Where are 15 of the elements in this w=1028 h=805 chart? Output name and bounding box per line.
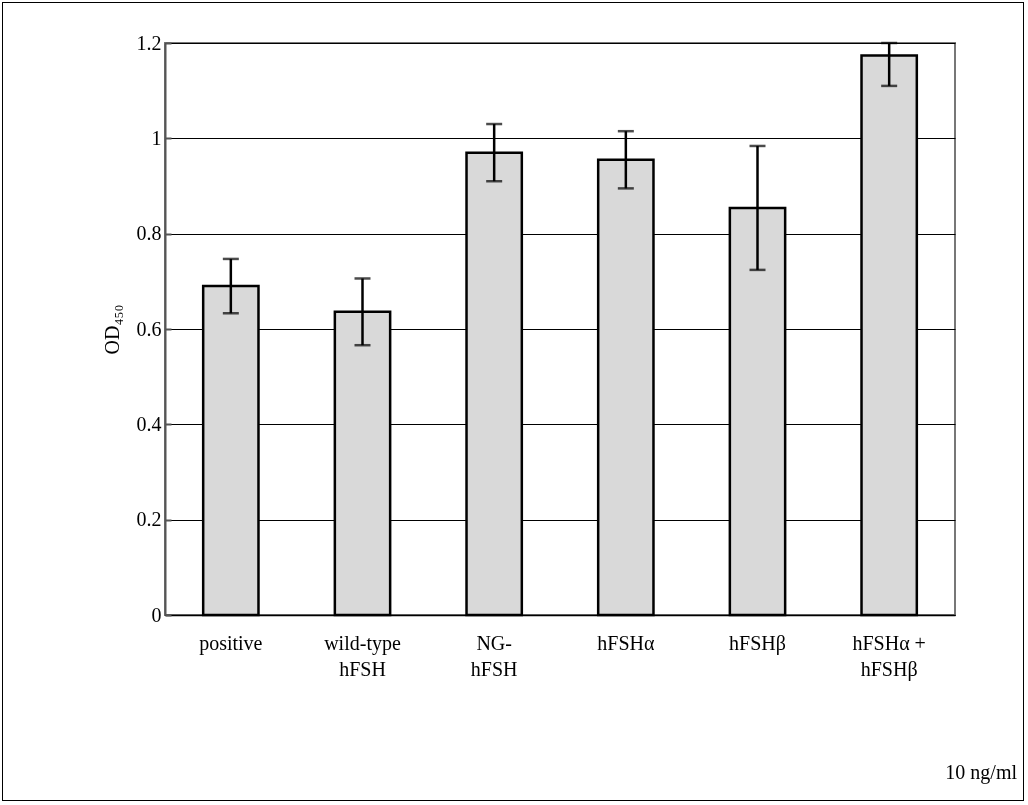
x-tick-label: NG- hFSH [470, 631, 518, 680]
y-tick-label: 0 [151, 603, 162, 626]
text: 10 ng/ml [945, 761, 1018, 784]
y-tick-label: 0.2 [136, 508, 162, 531]
y-tick-label: 1.2 [136, 31, 162, 54]
x-tick-label: positive [199, 631, 263, 655]
y-tick-label: 1 [151, 126, 162, 149]
x-tick-label: wild-type hFSH [324, 631, 401, 680]
x-tick-label: hFSHα [597, 631, 655, 654]
y-tick-label: 0.8 [136, 222, 162, 245]
y-axis-title: OD₄₅₀ [100, 304, 123, 355]
x-tick-label: hFSHα + hFSHβ [852, 631, 926, 681]
y-tick-label: 0.6 [136, 317, 162, 340]
y-tick-label: 0.4 [136, 412, 162, 435]
x-tick-label: hFSHβ [729, 631, 786, 655]
